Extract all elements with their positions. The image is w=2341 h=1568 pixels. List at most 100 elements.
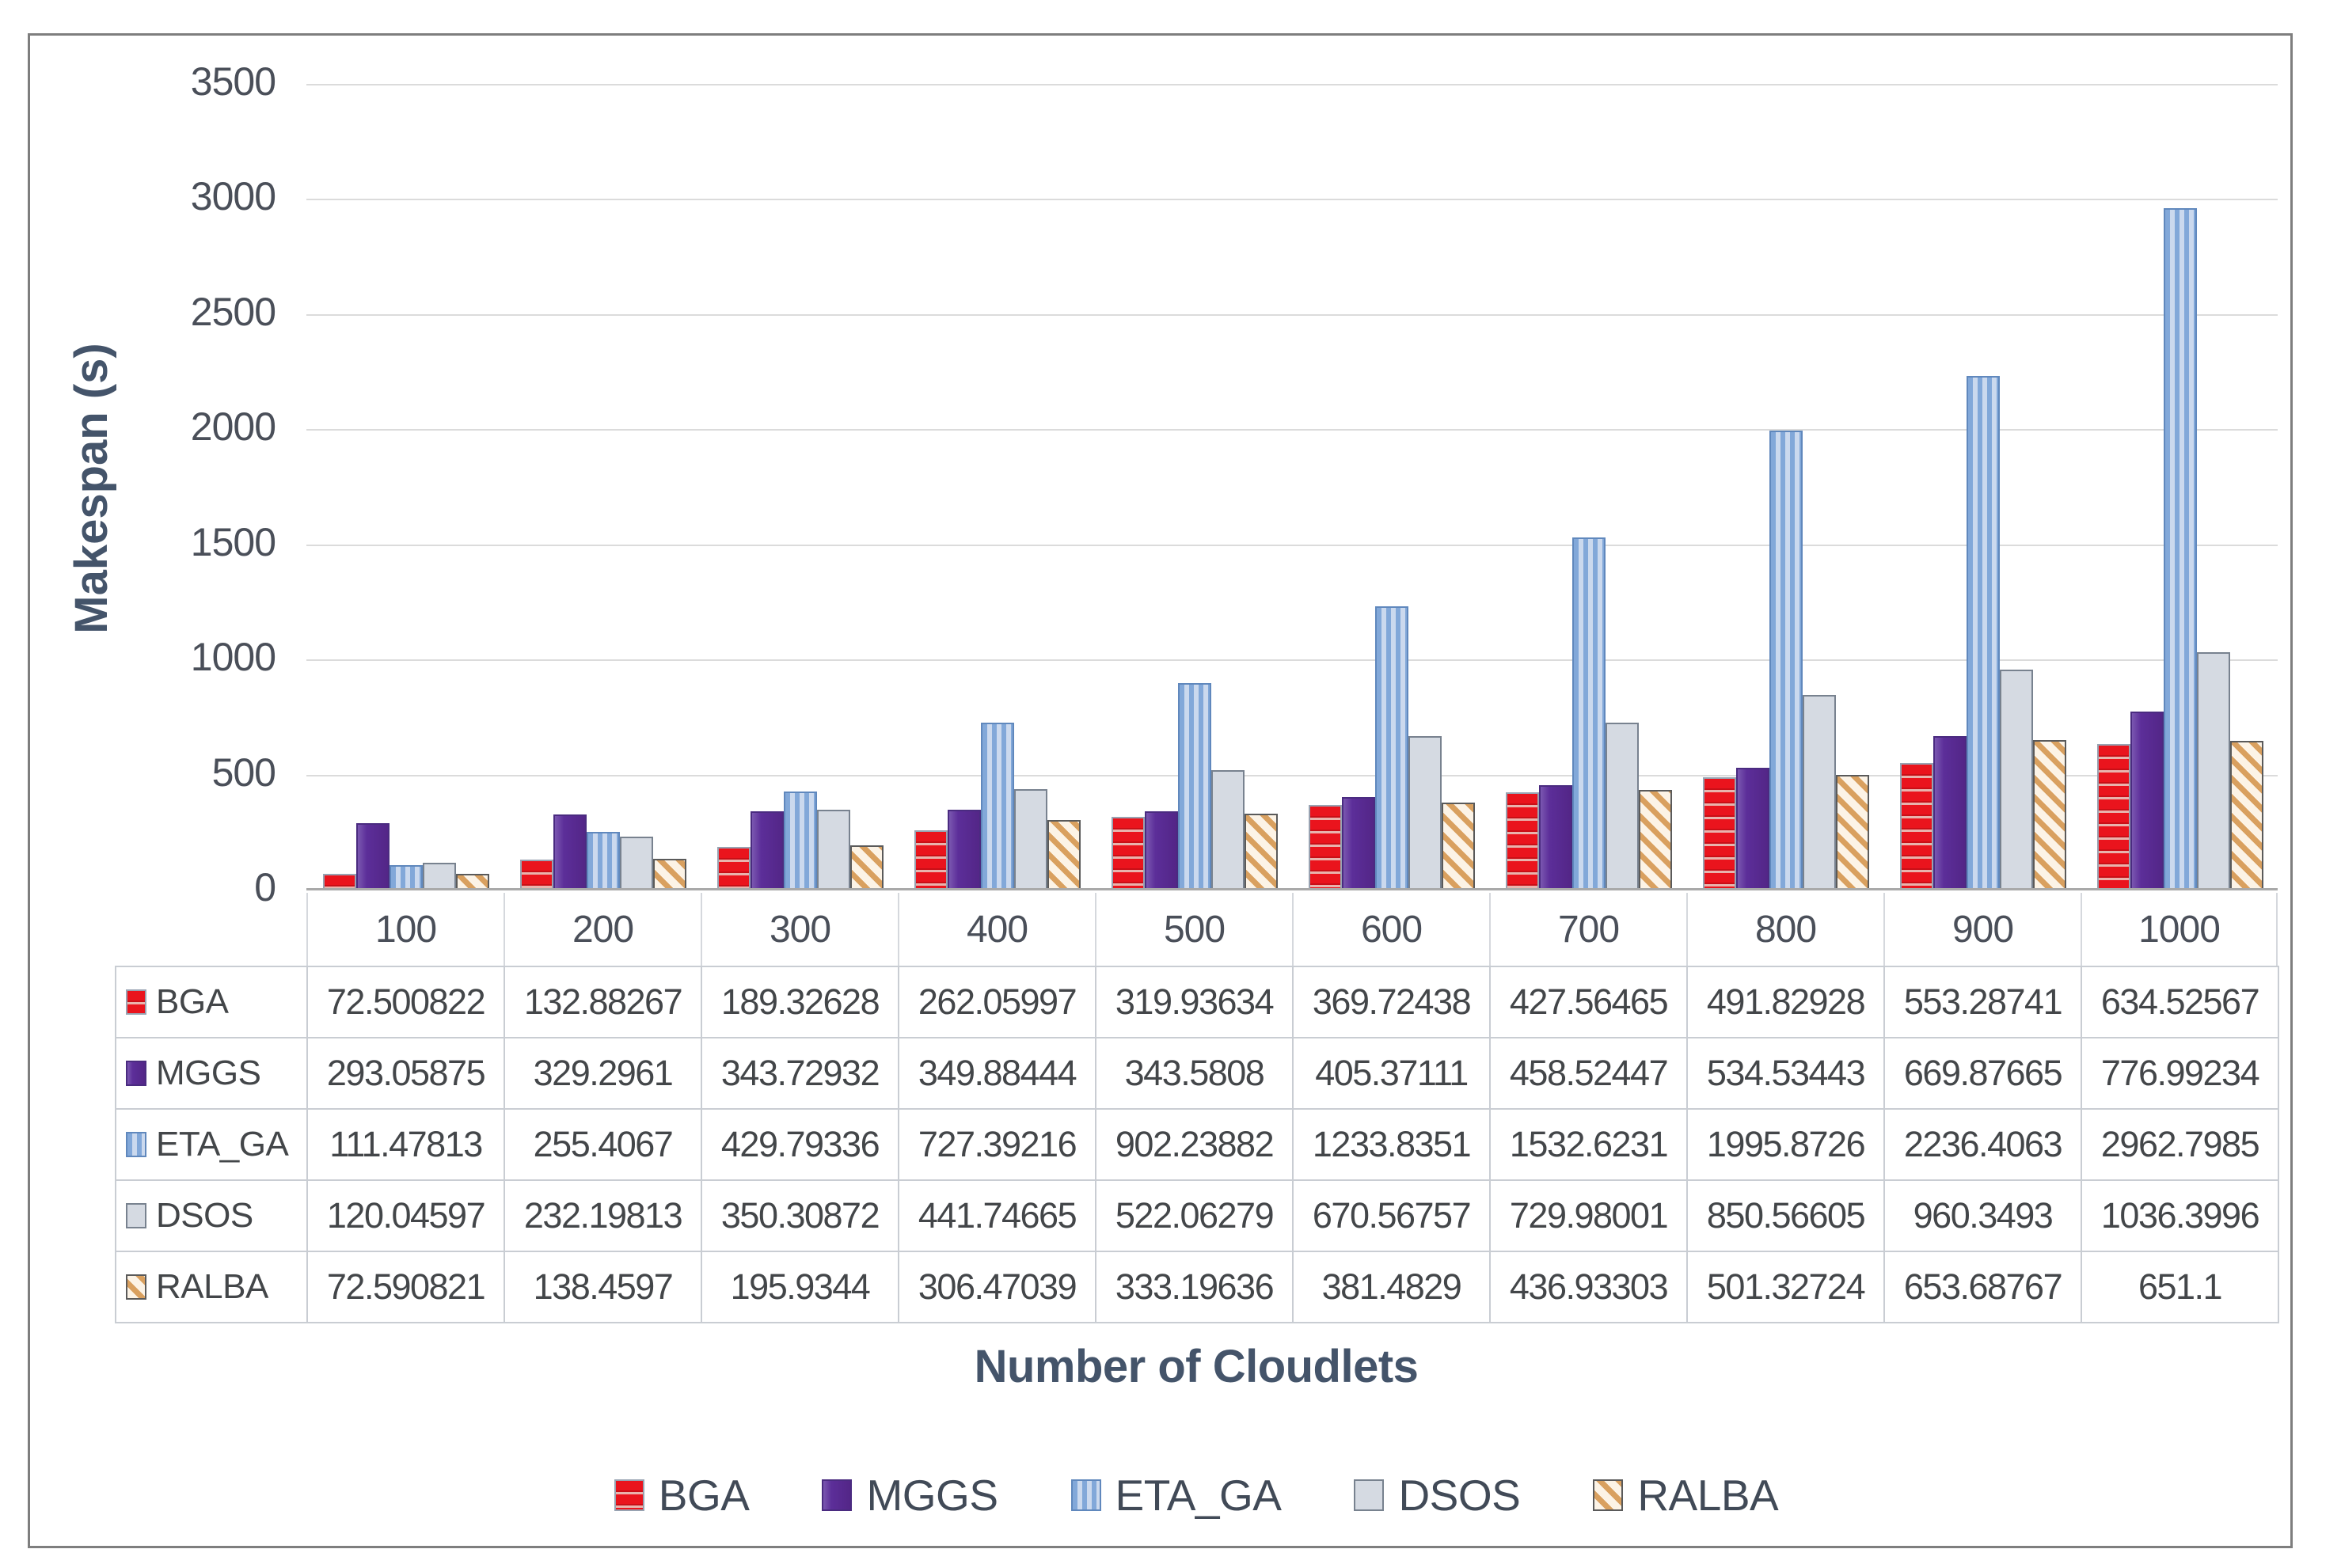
chart-figure: Makespan (s) 100 200 300 400 500 600 700 800 900…	[28, 33, 2293, 1548]
eta_ga-legend-key-icon	[1070, 1479, 1101, 1511]
bar-MGGS-400	[948, 810, 981, 890]
series-name: MGGS	[156, 1054, 261, 1092]
table-row-label-eta_ga: ETA_GA	[116, 1110, 308, 1181]
x-category-label-800: 800	[1686, 893, 1883, 966]
y-tick-label-2000: 2000	[190, 404, 276, 450]
x-category-label-700: 700	[1489, 893, 1686, 966]
legend-label: DSOS	[1398, 1471, 1521, 1520]
bar-DSOS-400	[1014, 789, 1047, 890]
bar-MGGS-300	[751, 811, 784, 890]
chart-plot-area	[306, 84, 2278, 890]
x-category-label-500: 500	[1095, 893, 1292, 966]
bar-ETA_GA-700	[1572, 537, 1606, 890]
bar-MGGS-200	[553, 814, 587, 890]
table-cell-MGGS-800: 534.53443	[1688, 1038, 1885, 1110]
table-cell-RALBA-1000: 651.1	[2082, 1252, 2279, 1323]
bar-ETA_GA-100	[390, 865, 423, 890]
y-tick-label-500: 500	[211, 750, 276, 795]
bar-RALBA-200	[653, 859, 686, 890]
bar-DSOS-800	[1803, 695, 1836, 890]
x-category-label-300: 300	[701, 893, 898, 966]
x-category-label-1000: 1000	[2081, 893, 2278, 966]
bar-DSOS-700	[1606, 723, 1639, 890]
table-cell-BGA-600: 369.72438	[1294, 967, 1491, 1038]
table-cell-DSOS-800: 850.56605	[1688, 1181, 1885, 1252]
dsos-legend-key-icon	[1354, 1479, 1385, 1511]
table-cell-BGA-400: 262.05997	[899, 967, 1096, 1038]
bar-BGA-700	[1506, 792, 1539, 890]
legend-label: MGGS	[866, 1471, 998, 1520]
table-cell-MGGS-500: 343.5808	[1096, 1038, 1294, 1110]
table-row-label-mggs: MGGS	[116, 1038, 308, 1110]
table-cell-MGGS-600: 405.37111	[1294, 1038, 1491, 1110]
table-cell-BGA-200: 132.88267	[505, 967, 702, 1038]
legend-label: BGA	[658, 1471, 750, 1520]
legend-label: ETA_GA	[1115, 1471, 1282, 1520]
table-cell-BGA-1000: 634.52567	[2082, 967, 2279, 1038]
bar-RALBA-400	[1047, 820, 1081, 890]
table-cell-ETA_GA-300: 429.79336	[702, 1110, 899, 1181]
table-cell-MGGS-900: 669.87665	[1885, 1038, 2082, 1110]
table-cell-DSOS-100: 120.04597	[308, 1181, 505, 1252]
bar-ETA_GA-200	[587, 832, 620, 890]
bar-BGA-800	[1703, 777, 1736, 890]
table-cell-BGA-800: 491.82928	[1688, 967, 1885, 1038]
x-category-label-600: 600	[1292, 893, 1489, 966]
bar-DSOS-200	[620, 837, 653, 890]
bar-MGGS-100	[356, 823, 390, 890]
bar-RALBA-700	[1639, 790, 1672, 890]
table-cell-ETA_GA-100: 111.47813	[308, 1110, 505, 1181]
x-axis-title: Number of Cloudlets	[974, 1341, 1419, 1392]
table-cell-MGGS-700: 458.52447	[1491, 1038, 1688, 1110]
x-category-label-900: 900	[1883, 893, 2081, 966]
bar-ETA_GA-900	[1967, 376, 2000, 890]
table-cell-BGA-900: 553.28741	[1885, 967, 2082, 1038]
gridline-1500	[306, 544, 2278, 546]
bar-MGGS-1000	[2130, 712, 2164, 890]
table-cell-MGGS-400: 349.88444	[899, 1038, 1096, 1110]
gridline-500	[306, 774, 2278, 776]
legend-item-bga: BGA	[614, 1470, 750, 1521]
table-cell-ETA_GA-400: 727.39216	[899, 1110, 1096, 1181]
table-row-label-ralba: RALBA	[116, 1252, 308, 1323]
gridline-3000	[306, 199, 2278, 201]
series-name: RALBA	[156, 1267, 268, 1306]
y-tick-label-1500: 1500	[190, 519, 276, 564]
bar-ETA_GA-500	[1178, 683, 1211, 890]
y-tick-label-3000: 3000	[190, 174, 276, 219]
table-cell-RALBA-300: 195.9344	[702, 1252, 899, 1323]
table-cell-ETA_GA-700: 1532.6231	[1491, 1110, 1688, 1181]
bar-RALBA-500	[1245, 814, 1278, 890]
bar-DSOS-600	[1408, 736, 1442, 890]
bga-series-key-icon	[126, 989, 146, 1015]
bar-ETA_GA-300	[784, 792, 817, 890]
bar-RALBA-800	[1836, 775, 1869, 890]
table-cell-BGA-700: 427.56465	[1491, 967, 1688, 1038]
bar-BGA-300	[717, 847, 751, 890]
x-axis-category-row: 100 200 300 400 500 600 700 800 900 1000	[306, 893, 2278, 966]
table-cell-BGA-100: 72.500822	[308, 967, 505, 1038]
table-cell-DSOS-1000: 1036.3996	[2082, 1181, 2279, 1252]
series-name: BGA	[156, 982, 229, 1021]
table-cell-RALBA-800: 501.32724	[1688, 1252, 1885, 1323]
table-cell-MGGS-100: 293.05875	[308, 1038, 505, 1110]
series-name: ETA_GA	[156, 1125, 289, 1164]
table-cell-RALBA-100: 72.590821	[308, 1252, 505, 1323]
gridline-3500	[306, 84, 2278, 85]
table-cell-DSOS-500: 522.06279	[1096, 1181, 1294, 1252]
bar-MGGS-600	[1342, 797, 1375, 890]
legend-label: RALBA	[1637, 1471, 1779, 1520]
table-cell-MGGS-1000: 776.99234	[2082, 1038, 2279, 1110]
table-cell-DSOS-600: 670.56757	[1294, 1181, 1491, 1252]
bar-BGA-400	[914, 830, 948, 890]
bar-BGA-900	[1900, 763, 1933, 890]
table-cell-MGGS-200: 329.2961	[505, 1038, 702, 1110]
bar-MGGS-500	[1145, 811, 1178, 890]
table-row-label-dsos: DSOS	[116, 1181, 308, 1252]
table-cell-RALBA-700: 436.93303	[1491, 1252, 1688, 1323]
bar-DSOS-100	[423, 863, 456, 890]
x-category-label-100: 100	[306, 893, 504, 966]
eta_ga-series-key-icon	[126, 1132, 146, 1157]
bar-DSOS-300	[817, 810, 850, 890]
legend-item-dsos: DSOS	[1354, 1470, 1521, 1521]
